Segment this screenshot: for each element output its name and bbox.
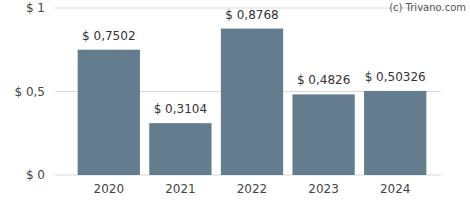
data-label: $ 0,4826 <box>297 73 350 87</box>
bar <box>364 91 426 175</box>
y-tick-label: $ 1 <box>26 1 45 15</box>
data-label: $ 0,50326 <box>365 70 426 84</box>
bars <box>78 29 427 175</box>
x-tick-label: 2024 <box>380 182 411 196</box>
x-tick-label: 2020 <box>94 182 125 196</box>
x-tick-label: 2023 <box>308 182 339 196</box>
x-tick-label: 2022 <box>237 182 268 196</box>
chart-svg: $ 0 $ 0,5 $ 1 $ 0,7502 $ 0,3104 $ 0,8768 $ 0,4… <box>0 0 470 200</box>
y-tick-label: $ 0 <box>26 168 45 182</box>
y-tick-label: $ 0,5 <box>14 85 45 99</box>
bar <box>221 29 283 175</box>
data-label: $ 0,8768 <box>225 8 278 22</box>
data-label: $ 0,3104 <box>154 102 207 116</box>
x-tick-label: 2021 <box>165 182 196 196</box>
data-label: $ 0,7502 <box>82 29 135 43</box>
annotation: (c) Trivano.com <box>389 2 466 13</box>
bar <box>149 123 211 175</box>
bar <box>78 50 140 175</box>
chart-container: $ 0 $ 0,5 $ 1 $ 0,7502 $ 0,3104 $ 0,8768 $ 0,4… <box>0 0 470 200</box>
bar <box>292 94 354 175</box>
